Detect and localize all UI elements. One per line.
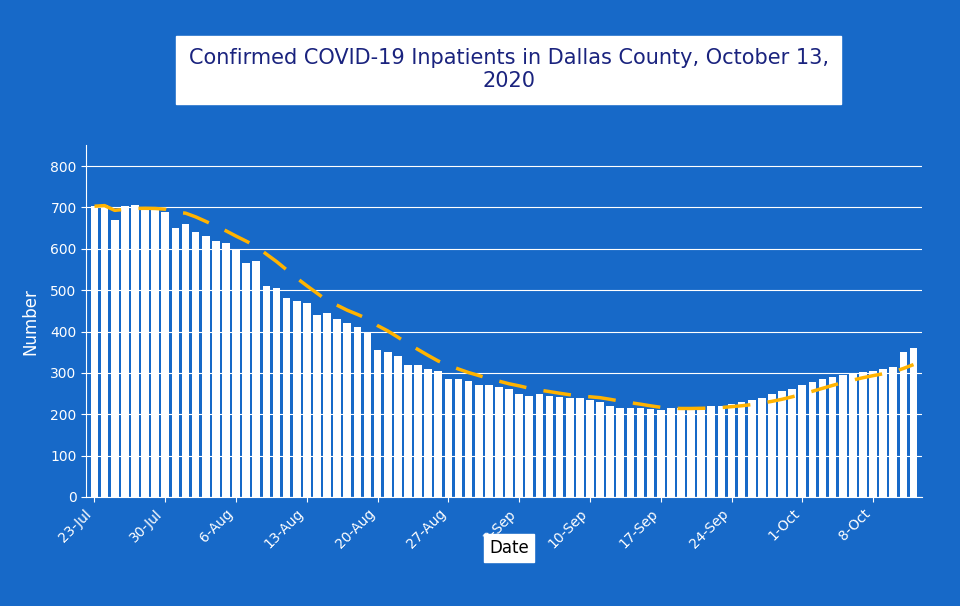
Bar (222, 242, 229, 497)
Bar (303, 302, 311, 497)
Bar (545, 396, 553, 497)
Bar (828, 377, 836, 497)
Bar (455, 379, 463, 497)
Bar (799, 385, 806, 497)
Bar (313, 315, 321, 497)
Bar (900, 352, 907, 497)
Bar (728, 404, 735, 497)
Bar (687, 408, 695, 497)
Bar (636, 408, 644, 497)
Bar (779, 391, 786, 497)
Bar (152, 210, 159, 497)
Bar (657, 410, 664, 497)
Bar (627, 408, 635, 497)
Text: Date: Date (489, 539, 529, 558)
Bar (576, 398, 584, 497)
Bar (232, 249, 240, 497)
Bar (788, 388, 796, 497)
Bar (212, 241, 220, 497)
Bar (181, 224, 189, 497)
Bar (415, 365, 421, 497)
Bar (111, 220, 118, 497)
Bar (283, 298, 290, 497)
Bar (596, 402, 604, 497)
Bar (324, 313, 331, 497)
Bar (859, 372, 867, 497)
Bar (394, 356, 401, 497)
Bar (101, 205, 108, 497)
Bar (485, 385, 492, 497)
Bar (758, 398, 766, 497)
Bar (364, 331, 372, 497)
Bar (444, 379, 452, 497)
Bar (667, 408, 675, 497)
Bar (141, 207, 149, 497)
Bar (849, 374, 856, 497)
Bar (252, 261, 260, 497)
Bar (161, 211, 169, 497)
Bar (192, 232, 200, 497)
Bar (839, 375, 847, 497)
Bar (384, 352, 392, 497)
Bar (647, 409, 655, 497)
Bar (172, 228, 180, 497)
Bar (293, 301, 300, 497)
Bar (121, 206, 129, 497)
Bar (475, 385, 483, 497)
Bar (435, 371, 442, 497)
Bar (697, 407, 705, 497)
Bar (505, 390, 513, 497)
Bar (708, 406, 715, 497)
Bar (738, 402, 745, 497)
Bar (495, 387, 503, 497)
Bar (607, 406, 614, 497)
Bar (718, 406, 725, 497)
Bar (525, 396, 533, 497)
Bar (910, 348, 918, 497)
Bar (404, 365, 412, 497)
Bar (465, 381, 472, 497)
Bar (768, 395, 776, 497)
Bar (344, 323, 351, 497)
Bar (353, 327, 361, 497)
Bar (536, 395, 543, 497)
Bar (819, 379, 827, 497)
Bar (424, 368, 432, 497)
Bar (890, 367, 897, 497)
Text: Confirmed COVID-19 Inpatients in Dallas County, October 13,
2020: Confirmed COVID-19 Inpatients in Dallas … (189, 48, 828, 92)
Bar (677, 408, 684, 497)
Bar (748, 400, 756, 497)
Bar (333, 319, 341, 497)
Bar (132, 205, 139, 497)
Bar (516, 393, 523, 497)
Bar (242, 263, 250, 497)
Bar (808, 382, 816, 497)
Bar (556, 397, 564, 497)
Bar (566, 398, 573, 497)
Bar (273, 288, 280, 497)
Bar (587, 400, 593, 497)
Bar (373, 350, 381, 497)
Bar (263, 286, 270, 497)
Y-axis label: Number: Number (21, 288, 39, 355)
Bar (90, 206, 98, 497)
Bar (616, 408, 624, 497)
Bar (879, 368, 887, 497)
Bar (202, 236, 209, 497)
Bar (869, 371, 876, 497)
